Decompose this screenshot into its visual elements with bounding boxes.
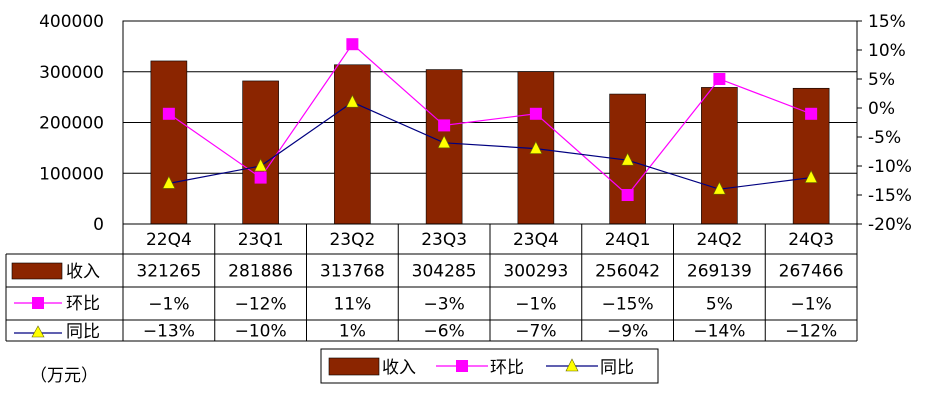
line-series [162, 38, 818, 201]
bar [150, 60, 188, 225]
huanbi-value: 5% [706, 295, 733, 315]
legend-tongbi-marker [565, 358, 579, 372]
right-tick-label: -5% [868, 128, 901, 148]
income-value: 267466 [779, 262, 844, 282]
income-value: 256042 [595, 262, 660, 282]
tongbi-value: −10% [235, 322, 287, 342]
huanbi-marker [438, 119, 451, 132]
tongbi-value: −14% [693, 322, 745, 342]
data-table: 22Q4 23Q1 23Q2 23Q3 23Q4 24Q1 24Q2 24Q3 321265 28… [5, 224, 858, 342]
tongbi-marker [712, 181, 726, 195]
left-tick-label: 300000 [39, 63, 104, 83]
income-value: 269139 [687, 262, 752, 282]
legend-income-key [328, 357, 380, 376]
category-label: 24Q2 [696, 230, 742, 250]
bar [242, 80, 279, 225]
category-label: 23Q1 [238, 230, 284, 250]
tongbi-marker [162, 175, 176, 189]
huanbi-value: −1% [148, 295, 189, 315]
huanbi-marker [713, 73, 726, 85]
tongbi-value: −13% [143, 322, 195, 342]
right-tick-label: -20% [868, 215, 912, 235]
tongbi-marker [345, 94, 359, 108]
huanbi-value: 11% [333, 295, 371, 315]
right-tick-label: 15% [868, 12, 906, 32]
category-label: 23Q2 [329, 230, 375, 250]
right-tick-label: 10% [868, 41, 906, 61]
legend-tongbi-label: 同比 [600, 358, 634, 378]
huanbi-row-label: 环比 [66, 294, 100, 314]
income-row-label: 收入 [66, 262, 100, 282]
left-tick-label: 100000 [39, 164, 104, 184]
tongbi-value: −6% [424, 322, 465, 342]
tongbi-value: 1% [339, 322, 366, 342]
bar [334, 64, 371, 225]
tick-labels: 400000 300000 200000 100000 0 15% 10% 5% 0% -5% -1… [39, 12, 912, 235]
right-tick-label: -10% [868, 157, 912, 177]
income-value: 304285 [412, 262, 477, 282]
huanbi-marker [346, 38, 359, 51]
huanbi-marker [254, 171, 267, 184]
tongbi-marker [621, 152, 635, 166]
right-tick-label: -15% [868, 186, 912, 206]
tongbi-key-marker [31, 325, 45, 338]
huanbi-value: −1% [791, 295, 832, 315]
tongbi-value: −12% [785, 322, 837, 342]
tongbi-marker [254, 158, 268, 172]
huanbi-marker [162, 107, 175, 120]
income-value: 300293 [503, 262, 568, 282]
legend-income-label: 收入 [382, 358, 416, 378]
huanbi-value: −1% [515, 295, 556, 315]
income-value: 313768 [320, 262, 385, 282]
legend-huanbi-marker [456, 360, 468, 372]
huanbi-marker [805, 107, 818, 120]
tongbi-value: −9% [607, 322, 648, 342]
category-label: 22Q4 [146, 230, 192, 250]
category-label: 23Q4 [513, 230, 559, 250]
right-tick-label: 0% [868, 99, 895, 119]
unit-label: （万元） [30, 366, 98, 386]
huanbi-marker [621, 189, 634, 201]
left-tick-label: 400000 [39, 12, 104, 32]
huanbi-value: −3% [424, 295, 465, 315]
bar [701, 87, 738, 225]
income-key [11, 262, 63, 280]
left-tick-label: 0 [93, 215, 104, 235]
right-tick-label: 5% [868, 70, 895, 90]
tongbi-marker [804, 169, 818, 183]
tongbi-marker [437, 135, 451, 149]
tongbi-row-label: 同比 [66, 322, 100, 342]
category-label: 23Q3 [421, 230, 467, 250]
huanbi-key-marker [32, 297, 44, 309]
category-label: 24Q3 [788, 230, 834, 250]
category-label: 24Q1 [605, 230, 651, 250]
tongbi-marker [529, 140, 543, 154]
income-value: 281886 [228, 262, 293, 282]
huanbi-marker [529, 107, 542, 120]
income-value: 321265 [136, 262, 201, 282]
huanbi-value: −15% [602, 295, 654, 315]
tongbi-line [168, 101, 812, 190]
left-tick-label: 200000 [39, 114, 104, 134]
huanbi-value: −12% [235, 295, 287, 315]
tongbi-value: −7% [515, 322, 556, 342]
legend: 收入 环比 同比 [320, 348, 659, 384]
legend-huanbi-label: 环比 [490, 358, 524, 378]
